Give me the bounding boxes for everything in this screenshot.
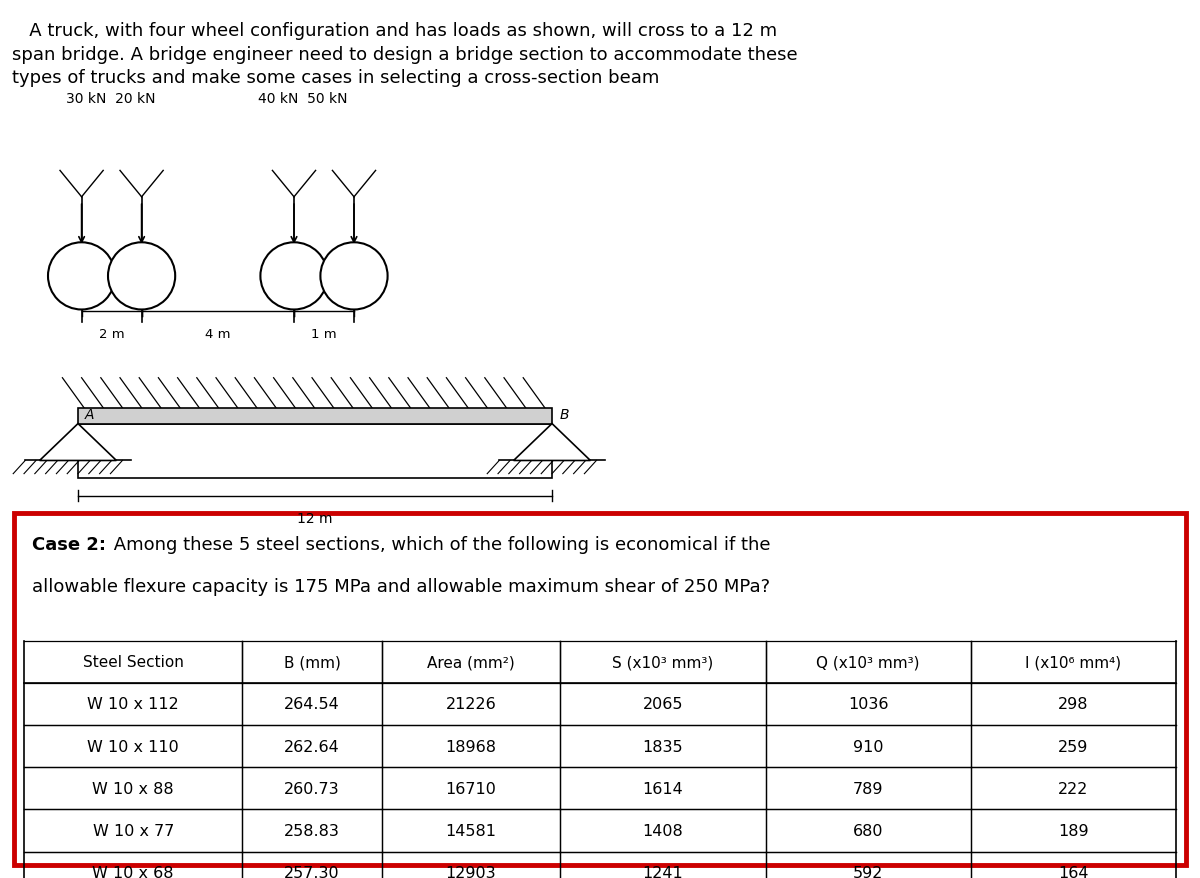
Bar	[78, 424, 552, 479]
Text: 30 kN  20 kN: 30 kN 20 kN	[66, 92, 156, 106]
Text: 1408: 1408	[642, 823, 683, 838]
Text: 189: 189	[1058, 823, 1088, 838]
Text: 789: 789	[853, 781, 883, 796]
Text: 14581: 14581	[445, 823, 497, 838]
Text: 592: 592	[853, 865, 883, 878]
Text: 1614: 1614	[642, 781, 683, 796]
Text: W 10 x 88: W 10 x 88	[92, 781, 174, 796]
Text: 910: 910	[853, 738, 883, 754]
Ellipse shape	[320, 243, 388, 310]
Polygon shape	[514, 424, 590, 461]
Text: 1036: 1036	[848, 696, 888, 712]
Text: 259: 259	[1058, 738, 1088, 754]
Text: 4 m: 4 m	[205, 327, 230, 341]
Polygon shape	[40, 424, 116, 461]
Bar	[78, 408, 552, 424]
Text: 298: 298	[1058, 696, 1088, 712]
Text: span bridge. A bridge engineer need to design a bridge section to accommodate th: span bridge. A bridge engineer need to d…	[12, 46, 798, 63]
Text: 12903: 12903	[445, 865, 497, 878]
Text: 2065: 2065	[643, 696, 683, 712]
Text: 260.73: 260.73	[284, 781, 340, 796]
Text: 1241: 1241	[642, 865, 683, 878]
Text: Steel Section: Steel Section	[83, 654, 184, 670]
Text: B (mm): B (mm)	[283, 654, 341, 670]
Text: W 10 x 77: W 10 x 77	[92, 823, 174, 838]
Text: Case 2:: Case 2:	[32, 536, 107, 553]
Text: A: A	[85, 407, 95, 421]
Text: 40 kN  50 kN: 40 kN 50 kN	[258, 92, 348, 106]
Ellipse shape	[48, 243, 115, 310]
Text: 12 m: 12 m	[298, 512, 332, 526]
Text: S (x10³ mm³): S (x10³ mm³)	[612, 654, 714, 670]
Text: 264.54: 264.54	[284, 696, 340, 712]
Text: W 10 x 112: W 10 x 112	[88, 696, 179, 712]
Text: 164: 164	[1058, 865, 1088, 878]
Text: 18968: 18968	[445, 738, 497, 754]
Text: 1 m: 1 m	[311, 327, 337, 341]
Text: A truck, with four wheel configuration and has loads as shown, will cross to a 1: A truck, with four wheel configuration a…	[12, 22, 778, 40]
Text: 2 m: 2 m	[98, 327, 125, 341]
Text: W 10 x 68: W 10 x 68	[92, 865, 174, 878]
Text: 1835: 1835	[642, 738, 683, 754]
Text: types of trucks and make some cases in selecting a cross-section beam: types of trucks and make some cases in s…	[12, 69, 659, 87]
Text: Area (mm²): Area (mm²)	[427, 654, 515, 670]
Ellipse shape	[108, 243, 175, 310]
Text: I (x10⁶ mm⁴): I (x10⁶ mm⁴)	[1025, 654, 1122, 670]
Text: 16710: 16710	[445, 781, 497, 796]
Ellipse shape	[260, 243, 328, 310]
Text: 21226: 21226	[445, 696, 497, 712]
Text: B: B	[559, 407, 569, 421]
Text: 262.64: 262.64	[284, 738, 340, 754]
Text: 222: 222	[1058, 781, 1088, 796]
Text: Q (x10³ mm³): Q (x10³ mm³)	[816, 654, 920, 670]
Text: allowable flexure capacity is 175 MPa and allowable maximum shear of 250 MPa?: allowable flexure capacity is 175 MPa an…	[32, 578, 770, 595]
FancyBboxPatch shape	[14, 514, 1186, 865]
Text: 680: 680	[853, 823, 883, 838]
Text: Among these 5 steel sections, which of the following is economical if the: Among these 5 steel sections, which of t…	[108, 536, 770, 553]
Text: 258.83: 258.83	[284, 823, 340, 838]
Text: W 10 x 110: W 10 x 110	[88, 738, 179, 754]
Text: 257.30: 257.30	[284, 865, 340, 878]
